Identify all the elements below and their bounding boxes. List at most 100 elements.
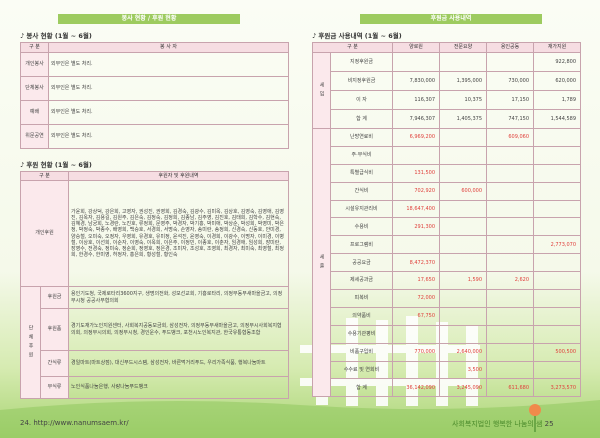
item: 프로그램비: [329, 235, 394, 255]
item: 수용비: [329, 217, 394, 237]
table-row: 의약품비 67,750: [313, 306, 582, 326]
table: 구 분 양로원 전문요양 용인공동 재가지원 세입 지정후원금 922,800 비지정후원금 7,…: [311, 42, 582, 398]
amount: [439, 145, 488, 165]
table-row: 개인봉사 외부인은 별도 처리.: [20, 52, 289, 77]
table-row: 프로그램비 2,773,070: [313, 235, 582, 255]
donor-names: 가윤희, 강상덕, 강은희, 고영자, 권성진, 권영희, 김경숙, 김광수, …: [68, 180, 290, 287]
table-row: 예배 외부인은 별도 처리.: [20, 100, 289, 125]
subcategory: 후원금: [39, 286, 70, 309]
column-header: 후원자 및 후원내역: [68, 171, 290, 181]
item: 수용기관평비: [329, 324, 394, 344]
section-title: ♪ 후원 현황 (1월 ~ 6월): [20, 161, 92, 169]
item: 피복비: [329, 289, 394, 308]
amount: 72,000: [392, 289, 441, 308]
table-row: 후원품 경기도재가노인지원센터, 사회복지공동모금회, 삼성전자, 의정부동부새마…: [21, 308, 290, 351]
amount: 1,405,375: [439, 109, 488, 129]
donor-names: 경일마트(마트상점), 대신푸드시스템, 삼성전자, 바른먹거리푸드, 우리가족…: [68, 350, 290, 377]
amount: 6,969,200: [392, 128, 441, 147]
amount: 1,544,589: [533, 109, 582, 129]
category: 위문공연: [20, 124, 49, 149]
amount: 10,375: [439, 90, 488, 110]
amount: [533, 306, 582, 326]
note: 외부인은 별도 처리.: [48, 52, 289, 77]
amount: [486, 52, 535, 72]
amount: 609,060: [486, 128, 535, 147]
amount: 3,245,090: [439, 378, 488, 398]
column-header: 봉 사 자: [48, 42, 289, 53]
amount: [439, 306, 488, 326]
category: 개인봉사: [20, 52, 49, 77]
amount: 67,750: [392, 306, 441, 326]
column-header: 구 분: [20, 42, 49, 53]
section-title-text: 후원 현황 (1월 ~ 6월): [26, 161, 92, 169]
footer-right: 사회복지법인 행복한 나눔의 샘 25: [452, 419, 554, 429]
table-row: 시설유지관리비 18,647,400: [313, 199, 582, 219]
amount: 7,830,000: [392, 71, 441, 91]
amount: [486, 253, 535, 273]
amount: [439, 163, 488, 183]
table-row: 이 자 116,307 10,375 17,150 1,789: [313, 90, 582, 110]
section-title: ♪ 후원금 사용내역 (1월 ~ 6월): [312, 32, 402, 40]
section-title-text: 후원금 사용내역 (1월 ~ 6월): [318, 32, 402, 40]
table-row: 간식류 경일마트(마트상점), 대신푸드시스템, 삼성전자, 바른먹거리푸드, 우…: [21, 350, 290, 377]
item: 합 계: [329, 109, 394, 129]
amount: [486, 163, 535, 183]
table-row: 피복비 72,000: [313, 289, 582, 308]
column-header: 전문요양: [439, 42, 488, 53]
amount: [486, 324, 535, 344]
amount: [533, 163, 582, 183]
amount: [533, 271, 582, 291]
table-row: 공공요금 8,472,370: [313, 253, 582, 273]
amount: 1,590: [439, 271, 488, 291]
amount: [439, 217, 488, 237]
amount: [392, 52, 441, 72]
amount: 36,142,090: [392, 378, 441, 398]
section-title: ♪ 봉사 현황 (1월 ~ 6월): [20, 32, 92, 40]
table-row: 특별급식비 131,500: [313, 163, 582, 183]
amount: [439, 324, 488, 344]
left-header: 봉사 현황 / 후원 현황: [58, 14, 240, 24]
table-row: 합 계 7,946,307 1,405,375 747,150 1,544,589: [313, 109, 582, 129]
item: 시설유지관리비: [329, 199, 394, 219]
amount: [486, 217, 535, 237]
amount: [392, 324, 441, 344]
amount: [486, 181, 535, 201]
donor-names: 용인기도청, 국제로타리3600지구, 생명의전화, 성모선교회, 기흥로타리,…: [68, 286, 290, 309]
amount: 730,000: [486, 71, 535, 91]
amount: [486, 235, 535, 255]
subcategory: 후원품: [39, 308, 70, 351]
table-row: 제세공과금 17,650 1,590 2,620: [313, 271, 582, 291]
item: 주·부식비: [329, 145, 394, 165]
table-row: 부식류 노인식품나눔은행, 사랑나눔푸드뱅크: [21, 376, 290, 399]
table-row: 비품구입비 770,000 2,640,000 500,500: [313, 342, 582, 362]
amount: [486, 306, 535, 326]
item: 비지정후원금: [329, 71, 394, 91]
item: 비품구입비: [329, 342, 394, 362]
item: 간식비: [329, 181, 394, 201]
table: 구 분 후원자 및 후원내역 개인후원 가윤희, 강상덕, 강은희, 고영자, 권성진…: [19, 171, 290, 399]
item: 수수료 및 연회비: [329, 360, 394, 380]
amount: 747,150: [486, 109, 535, 129]
amount: 1,395,000: [439, 71, 488, 91]
column-header: 구 분: [19, 171, 70, 181]
subcategory: 간식류: [39, 350, 70, 377]
note: 외부인은 별도 처리.: [48, 124, 289, 149]
table-row: 주·부식비: [313, 145, 582, 165]
amount: [439, 235, 488, 255]
amount: [392, 360, 441, 380]
amount: 2,640,000: [439, 342, 488, 362]
amount: [439, 52, 488, 72]
table-row: 구 분 양로원 전문요양 용인공동 재가지원: [311, 42, 582, 53]
amount: [533, 199, 582, 219]
amount: 611,680: [486, 378, 535, 398]
section-label: 세입: [312, 52, 331, 129]
amount: 3,273,570: [533, 378, 582, 398]
amount: 1,789: [533, 90, 582, 110]
amount: 17,150: [486, 90, 535, 110]
item: 제세공과금: [329, 271, 394, 291]
note: 외부인은 별도 처리.: [48, 100, 289, 125]
amount: 7,946,307: [392, 109, 441, 129]
amount: [439, 253, 488, 273]
